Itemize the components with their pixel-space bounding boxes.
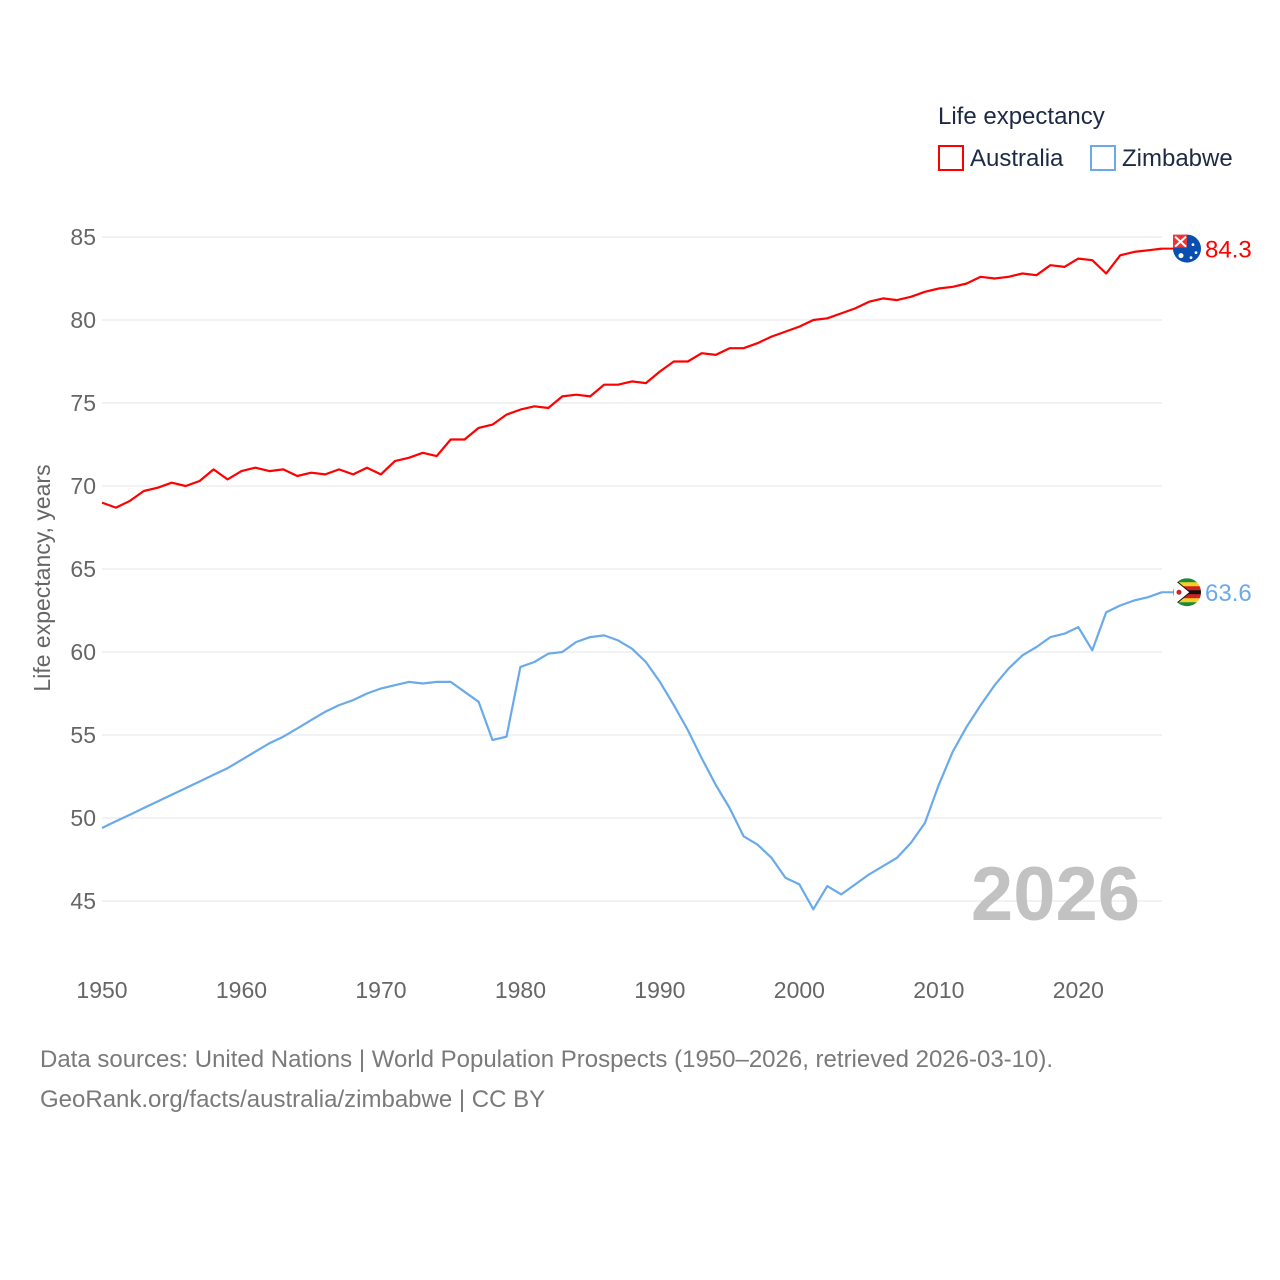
y-tick-label: 55 — [70, 722, 96, 748]
legend-title: Life expectancy — [938, 103, 1105, 130]
footer-sources: Data sources: United Nations | World Pop… — [40, 1046, 1054, 1073]
x-tick-label: 2020 — [1053, 977, 1104, 1003]
x-tick-label: 1980 — [495, 977, 546, 1003]
x-tick-label: 1960 — [216, 977, 267, 1003]
legend-swatch-zimbabwe[interactable] — [1090, 145, 1116, 171]
y-tick-label: 45 — [70, 888, 96, 914]
y-tick-label: 75 — [70, 390, 96, 416]
y-axis-label: Life expectancy, years — [29, 464, 55, 691]
series-line-zimbabwe — [101, 591, 1163, 911]
zimbabwe-flag-icon — [1173, 578, 1201, 607]
legend-label-australia[interactable]: Australia — [970, 145, 1064, 172]
year-watermark: 2026 — [971, 852, 1140, 937]
y-tick-label: 70 — [70, 473, 96, 499]
y-tick-label: 65 — [70, 556, 96, 582]
x-tick-label: 2010 — [913, 977, 964, 1003]
y-tick-label: 60 — [70, 639, 96, 665]
x-tick-label: 1990 — [634, 977, 685, 1003]
y-tick-label: 85 — [70, 224, 96, 250]
line-chart: 45 50 55 60 65 70 75 80 85 1950 1960 1970 1980 1990 2… — [29, 103, 1252, 1003]
footer-link[interactable]: GeoRank.org/facts/australia/zimbabwe | C… — [40, 1086, 546, 1113]
legend: Life expectancy Australia Zimbabwe — [938, 103, 1233, 172]
legend-swatch-australia[interactable] — [938, 145, 964, 171]
y-tick-label: 80 — [70, 307, 96, 333]
series-line-australia — [101, 247, 1163, 509]
legend-label-zimbabwe[interactable]: Zimbabwe — [1122, 145, 1233, 172]
end-value-label-zimbabwe: 63.6 — [1205, 580, 1252, 607]
australia-flag-icon — [1173, 234, 1201, 263]
x-tick-label: 1970 — [355, 977, 406, 1003]
end-value-label-australia: 84.3 — [1205, 237, 1252, 264]
x-tick-label: 1950 — [76, 977, 127, 1003]
y-tick-label: 50 — [70, 805, 96, 831]
x-tick-label: 2000 — [774, 977, 825, 1003]
